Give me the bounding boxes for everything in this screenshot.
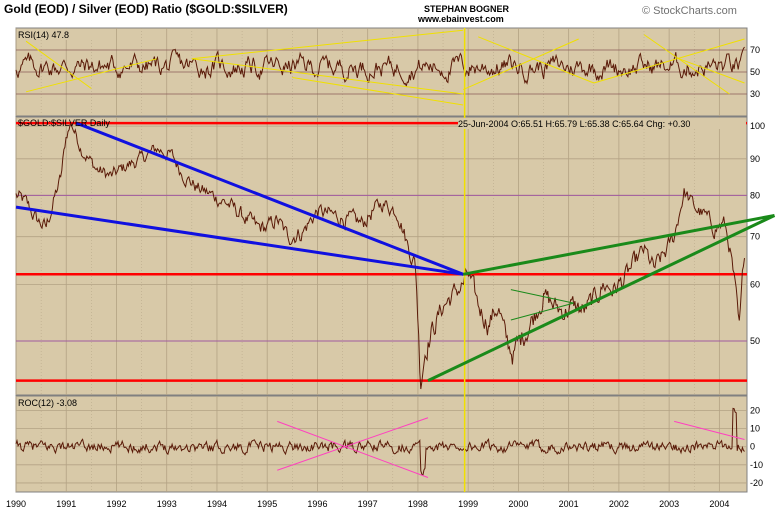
- blue-trendline: [15, 205, 464, 276]
- chart-title: Gold (EOD) / Silver (EOD) Ratio ($GOLD:$…: [4, 2, 288, 16]
- rsi-label-bg: [17, 29, 97, 40]
- trend-layer: [15, 28, 776, 492]
- x-tick-label: 2000: [508, 499, 528, 509]
- y-tick-label: 70: [750, 45, 760, 55]
- rsi-trendline: [25, 58, 157, 93]
- y-tick-label: 80: [750, 190, 760, 200]
- triangle-pattern: [510, 289, 574, 321]
- x-tick-label: 1997: [358, 499, 378, 509]
- quote-label: 25-Jun-2004 O:65.51 H:65.79 L:65.38 C:65…: [458, 119, 690, 129]
- y-tick-label: 10: [750, 424, 760, 434]
- x-tick-label: 2004: [709, 499, 729, 509]
- roc-trendline: [674, 420, 745, 440]
- x-tick-label: 1995: [257, 499, 277, 509]
- label-layer: 1990 1991 1992 1993 1994 1995 1996 1997 1998 1999…: [6, 45, 765, 509]
- rsi-trendline: [462, 38, 579, 91]
- roc-trendline: [277, 417, 429, 471]
- x-tick-label: 1999: [458, 499, 478, 509]
- author-label: STEPHAN BOGNER: [424, 4, 510, 14]
- green-trendline: [462, 213, 775, 276]
- y-tick-label: 30: [750, 89, 760, 99]
- roc-label: ROC(12) -3.08: [18, 398, 77, 408]
- x-tick-label: 1996: [307, 499, 327, 509]
- x-tick-label: 2001: [559, 499, 579, 509]
- rsi-trendline: [643, 34, 730, 95]
- x-tick-label: 1992: [106, 499, 126, 509]
- x-tick-label: 1993: [157, 499, 177, 509]
- roc-line: [15, 407, 745, 477]
- x-tick-label: 2002: [609, 499, 629, 509]
- y-tick-label: 20: [750, 405, 760, 415]
- rsi-trendline: [191, 58, 464, 95]
- rsi-trendline: [679, 58, 745, 84]
- y-tick-label: 0: [750, 442, 755, 452]
- price-line: [15, 124, 745, 390]
- y-tick-label: 70: [750, 232, 760, 242]
- green-trendline: [427, 214, 776, 382]
- rsi-trendline: [478, 36, 594, 84]
- roc-trendline: [277, 420, 429, 478]
- x-tick-label: 1990: [6, 499, 26, 509]
- y-tick-label: 100: [750, 121, 765, 131]
- y-tick-label: -10: [750, 460, 763, 470]
- y-tick-label: -20: [750, 478, 763, 488]
- x-tick-label: 1998: [408, 499, 428, 509]
- rsi-trendline: [292, 77, 464, 106]
- rsi-trendline: [25, 40, 92, 89]
- x-tick-label: 1994: [207, 499, 227, 509]
- y-tick-label: 50: [750, 67, 760, 77]
- y-tick-label: 90: [750, 154, 760, 164]
- x-tick-label: 1991: [56, 499, 76, 509]
- rsi-trendline: [191, 29, 464, 60]
- blue-trendline: [75, 121, 464, 276]
- data-layer: [15, 46, 745, 477]
- rsi-trendline: [593, 38, 745, 84]
- website-label: www.ebainvest.com: [417, 14, 504, 24]
- price-label: $GOLD:$SILVER Daily: [18, 118, 110, 128]
- quote-bg: [458, 118, 746, 129]
- y-tick-label: 50: [750, 336, 760, 346]
- copyright-label: © StockCharts.com: [642, 5, 737, 17]
- rsi-label: RSI(14) 47.8: [18, 30, 69, 40]
- price-panel: [15, 116, 748, 396]
- y-tick-label: 60: [750, 279, 760, 289]
- x-tick-label: 2003: [659, 499, 679, 509]
- rsi-line: [15, 46, 745, 88]
